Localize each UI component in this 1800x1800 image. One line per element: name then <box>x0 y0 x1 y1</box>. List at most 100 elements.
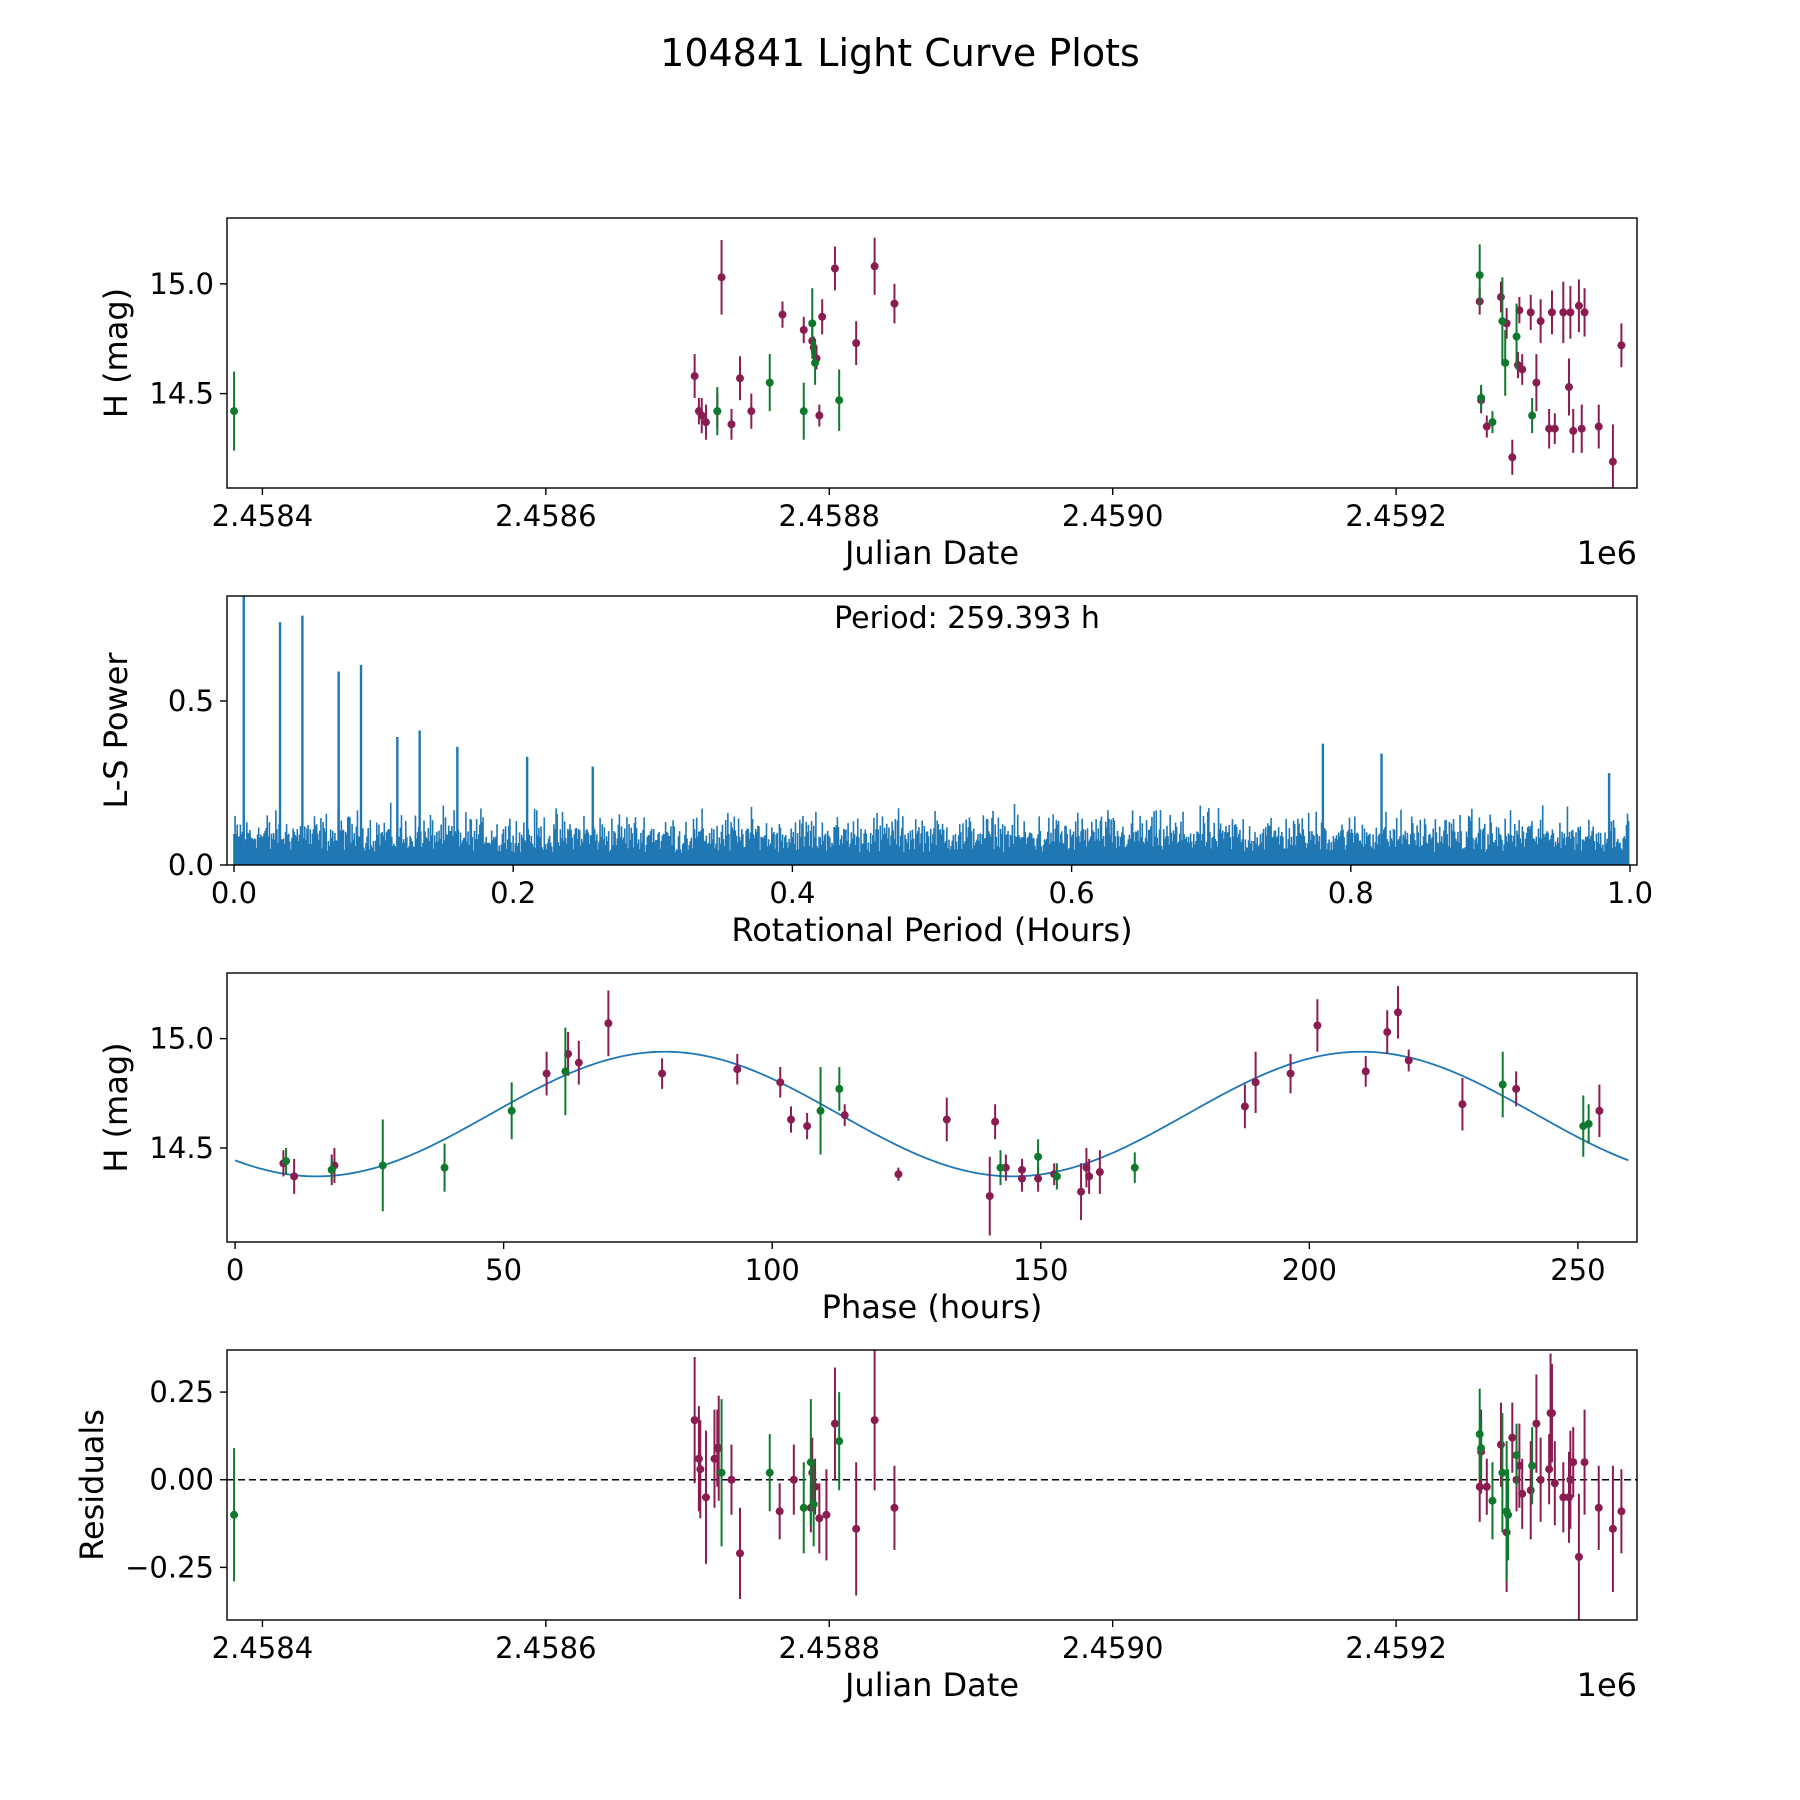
data-point <box>1574 1552 1583 1561</box>
y-axis-label: Residuals <box>73 1409 111 1561</box>
data-point <box>747 407 756 416</box>
data-point <box>717 273 726 282</box>
x-tick-label: 2.4586 <box>495 499 596 533</box>
data-point <box>799 325 808 334</box>
y-tick-label: 0.25 <box>149 1375 214 1409</box>
panel-periodogram: Period: 259.393 h 0.0 0.2 0.4 0.6 0.8 1.0 0.0 0.… <box>97 595 1653 949</box>
data-point <box>1482 422 1491 431</box>
data-point <box>803 1122 812 1131</box>
data-point <box>1475 1430 1484 1439</box>
data-point <box>1475 271 1484 280</box>
data-point <box>1617 341 1626 350</box>
x-axis-label: Rotational Period (Hours) <box>731 911 1132 949</box>
data-point <box>840 1111 849 1120</box>
data-point <box>799 407 808 416</box>
x-axis-label: Julian Date <box>843 1666 1019 1704</box>
data-point <box>1313 1021 1322 1030</box>
data-point <box>1569 1458 1578 1467</box>
data-point <box>799 1503 808 1512</box>
data-point <box>1077 1187 1086 1196</box>
data-point <box>835 1084 844 1093</box>
data-point <box>1498 1080 1507 1089</box>
data-point <box>811 1482 820 1491</box>
data-point <box>942 1115 951 1124</box>
y-tick-label: 14.5 <box>149 1131 214 1165</box>
data-point <box>1518 1489 1527 1498</box>
data-point <box>282 1157 291 1166</box>
data-point <box>1608 457 1617 466</box>
x-tick-label: 2.4584 <box>212 499 313 533</box>
y-tick-label: 0.0 <box>168 848 214 882</box>
series-filter-1 <box>690 237 1626 488</box>
x-tick-label: 0.2 <box>490 876 536 910</box>
data-point <box>733 1065 742 1074</box>
x-tick-label: 2.4586 <box>495 1631 596 1665</box>
data-point <box>894 1170 903 1179</box>
data-point <box>852 1524 861 1533</box>
data-point <box>696 1465 705 1474</box>
data-point <box>1095 1168 1104 1177</box>
data-point <box>818 312 827 321</box>
series-filter-2 <box>230 1388 1537 1582</box>
data-point <box>1496 1440 1505 1449</box>
data-point <box>1559 1493 1568 1502</box>
data-point <box>1550 1479 1559 1488</box>
data-point <box>1584 1119 1593 1128</box>
data-point <box>1512 1451 1521 1460</box>
data-point <box>1512 1084 1521 1093</box>
data-point <box>1251 1078 1260 1087</box>
x-tick-label: 100 <box>745 1253 800 1287</box>
data-point <box>1550 424 1559 433</box>
x-tick-label: 2.4584 <box>212 1631 313 1665</box>
data-point <box>835 1437 844 1446</box>
panel-phase: 0 50 100 150 200 250 14.5 15.0 Phase (hours) H (m… <box>97 972 1638 1326</box>
data-point <box>1034 1174 1043 1183</box>
x-tick-label: 2.4588 <box>779 1631 880 1665</box>
data-point <box>727 1475 736 1484</box>
data-point <box>1559 308 1568 317</box>
data-point <box>991 1117 1000 1126</box>
y-axis-label: H (mag) <box>97 1042 135 1172</box>
data-point <box>1536 317 1545 326</box>
data-point <box>830 264 839 273</box>
data-point <box>808 319 817 328</box>
data-point <box>1608 1524 1617 1533</box>
data-point <box>1286 1069 1295 1078</box>
data-point <box>1536 1475 1545 1484</box>
data-point <box>1580 1458 1589 1467</box>
data-point <box>1526 1486 1535 1495</box>
data-point <box>542 1069 551 1078</box>
data-point <box>717 1468 726 1477</box>
data-point <box>697 411 706 420</box>
lightcurve-axes-frame <box>226 217 1638 489</box>
data-point <box>787 1115 795 1124</box>
series-filter-2 <box>282 1027 1593 1212</box>
data-point <box>735 1549 744 1558</box>
data-point <box>822 1510 831 1519</box>
panel-residuals: 2.4584 2.4586 2.4588 2.4590 2.4592 0.25 0.00 −0… <box>73 1349 1638 1704</box>
data-point <box>701 1493 710 1502</box>
data-point <box>561 1067 570 1076</box>
data-point <box>327 1165 336 1174</box>
data-point <box>690 1416 699 1425</box>
data-point <box>1532 1419 1541 1428</box>
data-point <box>713 407 722 416</box>
y-tick-label: 0.5 <box>168 684 214 718</box>
ls-power-line <box>233 802 1630 865</box>
data-point <box>1052 1172 1061 1181</box>
data-point <box>816 1106 825 1115</box>
data-point <box>701 418 710 427</box>
data-point <box>658 1069 667 1078</box>
data-point <box>765 378 774 387</box>
x-tick-label: 2.4592 <box>1345 1631 1446 1665</box>
data-point <box>440 1163 449 1172</box>
data-point <box>735 374 744 383</box>
x-tick-label: 2.4592 <box>1345 499 1446 533</box>
data-point <box>574 1058 583 1067</box>
x-tick-label: 0 <box>226 1253 244 1287</box>
data-point <box>1475 1482 1484 1491</box>
x-tick-label: 150 <box>1013 1253 1068 1287</box>
data-point <box>1498 1468 1507 1477</box>
data-point <box>985 1192 994 1201</box>
